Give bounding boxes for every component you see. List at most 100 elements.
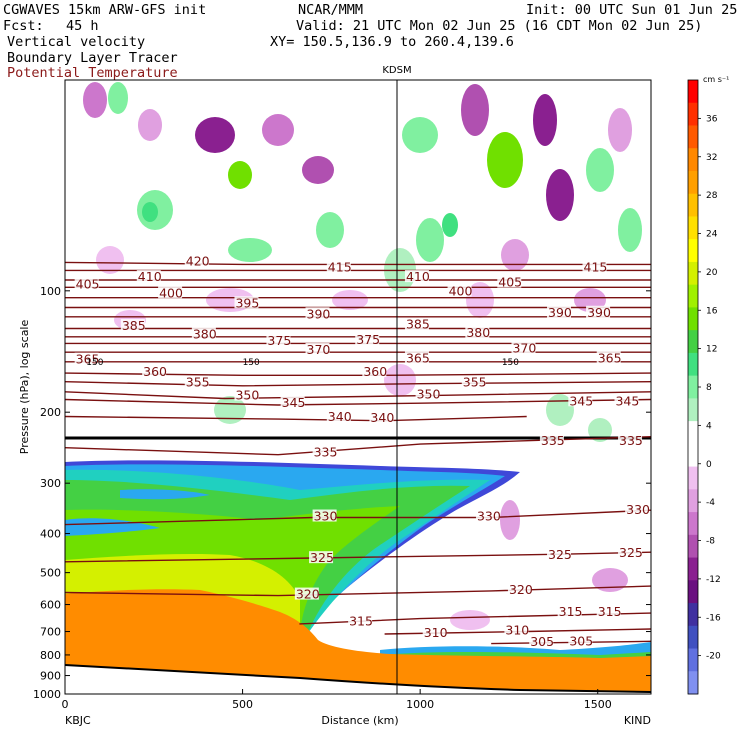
colorbar-swatch xyxy=(688,216,698,240)
theta-contour-label: 405 xyxy=(498,275,522,290)
theta-label-bg xyxy=(504,623,529,636)
theta-contour-line xyxy=(65,398,651,406)
colorbar-tick-label: 20 xyxy=(706,268,718,278)
surface-line xyxy=(65,664,651,693)
terrain-underground xyxy=(65,665,651,694)
theta-label-bg xyxy=(234,296,259,309)
theta-contour-label: 345 xyxy=(282,395,306,410)
colorbar-swatch xyxy=(688,489,698,513)
field-vertical-velocity: Vertical velocity xyxy=(7,34,146,50)
x-axis-title: Distance (km) xyxy=(321,714,398,727)
y-tick-label: 900 xyxy=(40,670,61,683)
theta-contour-label: 330 xyxy=(477,509,501,524)
y-axis: 100 200 300 400 500 600 700 800 900 1000 xyxy=(33,285,651,701)
colorbar-tick-label: 32 xyxy=(706,153,717,163)
colorbar-swatch xyxy=(688,125,698,149)
terrain-fill xyxy=(65,589,651,694)
station-marker-label: KDSM xyxy=(382,65,411,76)
theta-contour-label: 355 xyxy=(186,375,210,390)
y-tick-label: 100 xyxy=(40,285,61,298)
theta-contour-line xyxy=(65,509,651,526)
theta-contour-label: 320 xyxy=(296,587,320,602)
theta-contour-label: 400 xyxy=(449,284,473,299)
theta-contour-label: 380 xyxy=(193,326,217,341)
theta-label-bg xyxy=(618,546,643,559)
bold-line-label: 150 xyxy=(243,358,260,368)
colorbar-tick-label: 8 xyxy=(706,383,712,393)
theta-contour-label: 365 xyxy=(598,350,622,365)
theta-contour-label: 330 xyxy=(626,502,650,517)
theta-label-bg xyxy=(618,433,643,446)
theta-contour-label: 325 xyxy=(310,550,334,565)
theta-label-bg xyxy=(184,375,209,388)
theta-label-bg xyxy=(475,509,500,522)
colorbar-tick-label: 28 xyxy=(706,191,718,201)
theta-label-bg xyxy=(184,254,209,267)
theta-label-bg xyxy=(547,548,572,561)
colorbar-tick-label: 12 xyxy=(706,345,717,355)
end-station-label: KIND xyxy=(624,714,651,727)
theta-label-bg xyxy=(369,411,394,424)
y-tick-label: 600 xyxy=(40,599,61,612)
colorbar-tick-label: 4 xyxy=(706,421,712,431)
theta-label-bg xyxy=(294,587,319,600)
colorbar-swatch xyxy=(688,375,698,399)
x-tick-label: 500 xyxy=(232,698,253,711)
colorbar-tick-label: -4 xyxy=(706,498,715,508)
model-label: CGWAVES 15km ARW-GFS init xyxy=(3,2,207,18)
theta-label-bg xyxy=(404,351,429,364)
theta-label-bg xyxy=(74,277,99,290)
cross-section-endpoints: XY= 150.5,136.9 to 260.4,139.6 xyxy=(270,34,514,50)
colorbar-swatch xyxy=(688,625,698,650)
org-label: NCAR/MMM xyxy=(298,2,364,18)
theta-contour-label: 415 xyxy=(328,259,352,274)
theta-label-bg xyxy=(312,445,337,458)
colorbar-swatch xyxy=(688,557,698,581)
colorbar-swatch xyxy=(688,102,698,126)
theta-contour-label: 350 xyxy=(417,387,441,402)
theta-contour-label: 400 xyxy=(159,285,183,300)
colorbar-tick-label: -8 xyxy=(706,537,715,547)
theta-label-bg xyxy=(355,332,380,345)
theta-contour-line xyxy=(65,261,651,266)
colorbar: 36 32 28 24 20 16 12 8 4 0 -4 -8 -12 -16 -20 xyxy=(687,79,721,695)
theta-contour-label: 390 xyxy=(307,306,331,321)
theta-contour-label: 365 xyxy=(406,350,430,365)
colorbar-swatch xyxy=(688,193,698,217)
theta-label-bg xyxy=(74,352,99,365)
bold-line-label: 150 xyxy=(502,358,519,368)
x-tick-label: 0 xyxy=(62,698,69,711)
theta-label-bg xyxy=(362,365,387,378)
colorbar-swatch xyxy=(688,671,698,695)
theta-contour-line xyxy=(65,585,651,597)
x-axis: 0 500 1000 1500 xyxy=(62,689,612,711)
theta-contour-label: 385 xyxy=(406,317,430,332)
y-tick-label: 1000 xyxy=(33,688,61,701)
colorbar-swatch xyxy=(688,466,698,490)
init-label: Init: 00 UTC Sun 01 Jun 25 xyxy=(526,2,738,18)
theta-contour-label: 335 xyxy=(619,433,643,448)
theta-contour-label: 340 xyxy=(328,409,352,424)
theta-contour-line xyxy=(65,415,527,422)
theta-label-bg xyxy=(120,319,145,332)
theta-label-bg xyxy=(625,503,650,516)
theta-contour-label: 390 xyxy=(548,305,572,320)
field-potential-temperature: Potential Temperature xyxy=(7,65,178,81)
theta-label-bg xyxy=(234,388,259,401)
theta-label-bg xyxy=(461,375,486,388)
theta-label-bg xyxy=(614,394,639,407)
y-axis-title: Pressure (hPa), log scale xyxy=(18,320,31,455)
theta-contour-label: 385 xyxy=(122,318,146,333)
y-tick-label: 700 xyxy=(40,626,61,639)
theta-label-bg xyxy=(511,341,536,354)
theta-contour-label: 315 xyxy=(559,604,583,619)
theta-label-bg xyxy=(142,365,167,378)
colorbar-tick-label: -20 xyxy=(706,652,721,662)
theta-contour-label: 410 xyxy=(138,269,162,284)
theta-contour-label: 415 xyxy=(584,259,608,274)
theta-label-bg xyxy=(326,260,351,273)
theta-label-bg xyxy=(539,433,564,446)
theta-label-bg xyxy=(348,614,373,627)
